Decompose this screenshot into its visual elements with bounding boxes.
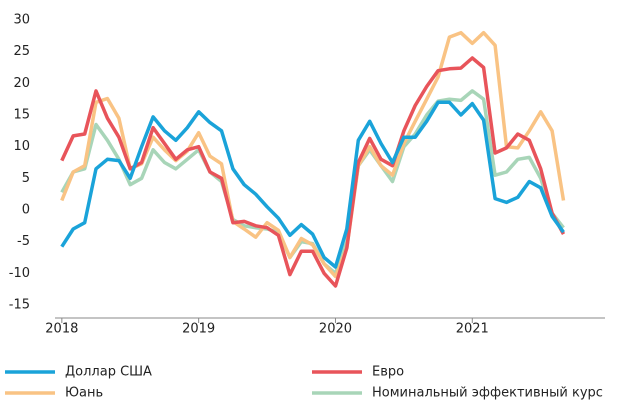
y-tick-label: 0 xyxy=(22,203,30,218)
legend-label: Номинальный эффективный курс xyxy=(372,386,603,401)
x-tick-label: 2021 xyxy=(456,322,489,337)
y-tick-label: -15 xyxy=(9,298,30,313)
y-tick-label: 20 xyxy=(13,76,30,91)
legend-label: Юань xyxy=(65,386,103,401)
x-tick-label: 2020 xyxy=(319,322,352,337)
series-line xyxy=(60,100,565,269)
y-tick-label: -10 xyxy=(9,266,30,281)
legend-label: Доллар США xyxy=(65,365,152,380)
y-tick-label: 10 xyxy=(13,139,30,154)
x-tick-label: 2019 xyxy=(182,322,215,337)
y-tick-label: 5 xyxy=(22,171,30,186)
y-tick-label: -5 xyxy=(17,234,30,249)
y-tick-label: 25 xyxy=(13,44,30,59)
series-line xyxy=(60,56,566,288)
y-tick-label: 15 xyxy=(13,108,30,123)
y-tick-label: 30 xyxy=(13,13,30,28)
legend-label: Евро xyxy=(372,365,404,380)
x-tick-label: 2018 xyxy=(45,322,78,337)
